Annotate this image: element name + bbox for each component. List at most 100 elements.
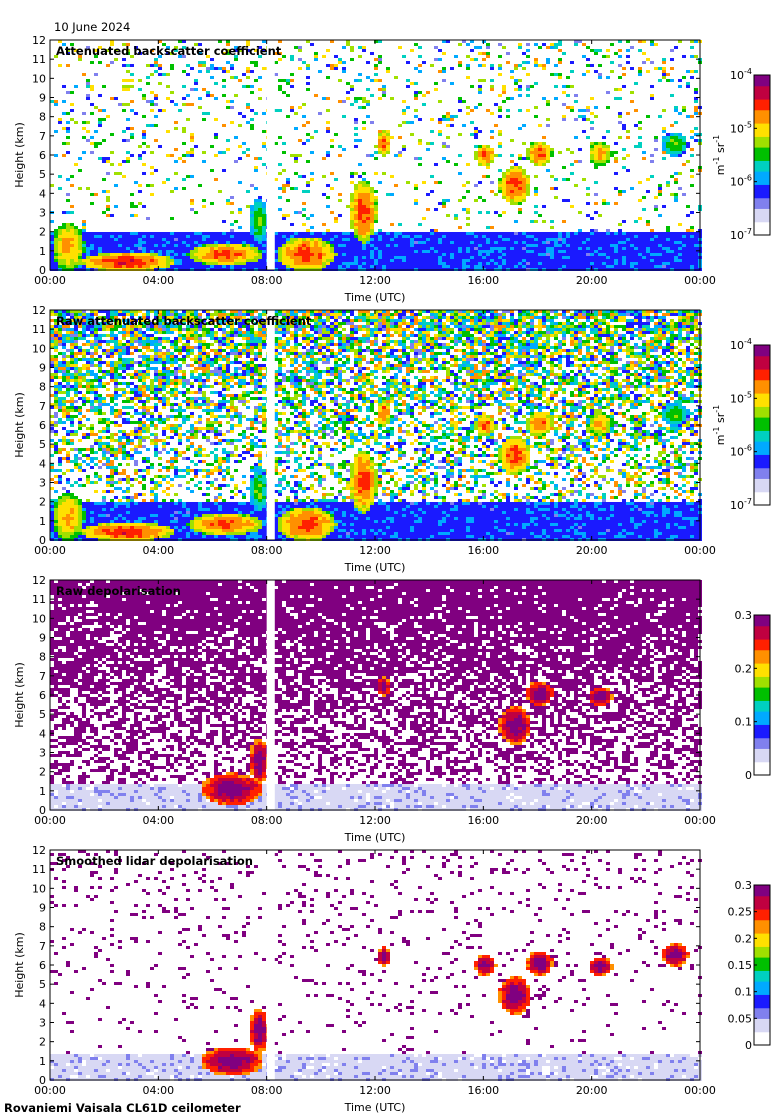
y-tick-label: 1: [39, 515, 46, 528]
y-tick-label: 11: [32, 323, 46, 336]
colorbar-segment: [754, 125, 770, 129]
y-axis-label: Height (km): [13, 392, 26, 458]
colorbar-segment: [754, 679, 770, 683]
colorbar-segment: [754, 772, 770, 776]
colorbar-segment: [754, 93, 770, 97]
x-tick-label: 00:00: [684, 274, 716, 287]
y-tick-label: 11: [32, 863, 46, 876]
colorbar-segment: [754, 411, 770, 415]
colorbar-tick-label: 0.15: [728, 959, 753, 972]
colorbar-segment: [754, 890, 770, 894]
colorbar-segment: [754, 647, 770, 651]
colorbar-segment: [754, 965, 770, 969]
colorbar-segment: [754, 639, 770, 643]
y-tick-label: 4: [39, 997, 46, 1010]
colorbar-segment: [754, 719, 770, 723]
colorbar-segment: [754, 203, 770, 207]
colorbar-segment: [754, 227, 770, 231]
colorbar-segment: [754, 195, 770, 199]
y-tick-label: 2: [39, 496, 46, 509]
colorbar: 10-7 10-6 10-5 10-4 m-1 sr-1: [712, 337, 771, 512]
colorbar-segment: [754, 462, 770, 466]
colorbar-segment: [754, 152, 770, 156]
x-axis-label: Time (UTC): [344, 1101, 406, 1114]
colorbar-segment: [754, 946, 770, 950]
colorbar-segment: [754, 157, 770, 161]
x-tick-label: 16:00: [467, 814, 499, 827]
colorbar-segment: [754, 748, 770, 752]
colorbar-segment: [754, 673, 770, 677]
colorbar-segment: [754, 676, 770, 680]
colorbar-segment: [754, 366, 770, 370]
colorbar-segment: [754, 120, 770, 124]
y-tick-label: 1: [39, 245, 46, 258]
colorbar-tick-label: 10-7: [730, 497, 752, 512]
y-tick-label: 2: [39, 766, 46, 779]
colorbar-segment: [754, 409, 770, 413]
colorbar-segment: [754, 631, 770, 635]
colorbar-segment: [754, 1034, 770, 1038]
colorbar-segment: [754, 387, 770, 391]
x-tick-label: 12:00: [359, 274, 391, 287]
x-tick-label: 12:00: [359, 544, 391, 557]
panel-title: Raw attenuated backscatter coefficient: [56, 314, 312, 328]
data-gap: [266, 580, 275, 810]
colorbar-segment: [754, 657, 770, 661]
colorbar-tick-label: 10-5: [730, 120, 752, 135]
y-tick-label: 2: [39, 226, 46, 239]
colorbar-segment: [754, 759, 770, 763]
date-label: 10 June 2024: [54, 20, 130, 34]
colorbar-segment: [754, 459, 770, 463]
colorbar-segment: [754, 975, 770, 979]
colorbar-segment: [754, 743, 770, 747]
colorbar-segment: [754, 155, 770, 159]
x-tick-label: 20:00: [576, 1084, 608, 1097]
y-tick-label: 9: [39, 92, 46, 105]
heatmap-cells: [50, 310, 702, 541]
colorbar-segment: [754, 703, 770, 707]
colorbar-segment: [754, 1026, 770, 1030]
colorbar-segment: [754, 85, 770, 89]
y-tick-label: 5: [39, 168, 46, 181]
y-tick-label: 12: [32, 34, 46, 47]
colorbar-segment: [754, 951, 770, 955]
x-axis-label: Time (UTC): [344, 561, 406, 574]
colorbar-segment: [754, 663, 770, 667]
colorbar-segment: [754, 213, 770, 217]
colorbar-segment: [754, 181, 770, 185]
y-tick-label: 10: [32, 612, 46, 625]
colorbar-segment: [754, 363, 770, 367]
y-tick-label: 3: [39, 1017, 46, 1030]
colorbar-segment: [754, 887, 770, 891]
colorbar-segment: [754, 374, 770, 378]
colorbar-segment: [754, 935, 770, 939]
colorbar-tick-label: 10-5: [730, 390, 752, 405]
y-tick-label: 5: [39, 438, 46, 451]
y-tick-label: 0: [39, 1074, 46, 1087]
x-tick-label: 12:00: [359, 814, 391, 827]
colorbar-segment: [754, 499, 770, 503]
colorbar-segment: [754, 997, 770, 1001]
colorbar-segment: [754, 1037, 770, 1041]
colorbar-segment: [754, 764, 770, 768]
colorbar-segment: [754, 925, 770, 929]
colorbar-segment: [754, 465, 770, 469]
colorbar-segment: [754, 187, 770, 191]
colorbar-segment: [754, 355, 770, 359]
colorbar-segment: [754, 938, 770, 942]
y-tick-label: 5: [39, 978, 46, 991]
station-footer: Rovaniemi Vaisala CL61D ceilometer: [4, 1101, 241, 1115]
colorbar-segment: [754, 767, 770, 771]
x-tick-label: 00:00: [34, 1084, 66, 1097]
y-tick-label: 8: [39, 111, 46, 124]
colorbar-segment: [754, 689, 770, 693]
y-tick-label: 5: [39, 708, 46, 721]
x-tick-label: 04:00: [142, 544, 174, 557]
colorbar-segment: [754, 895, 770, 899]
colorbar-segment: [754, 419, 770, 423]
colorbar-tick-label: 0: [745, 1039, 752, 1052]
colorbar-segment: [754, 139, 770, 143]
colorbar-segment: [754, 104, 770, 108]
